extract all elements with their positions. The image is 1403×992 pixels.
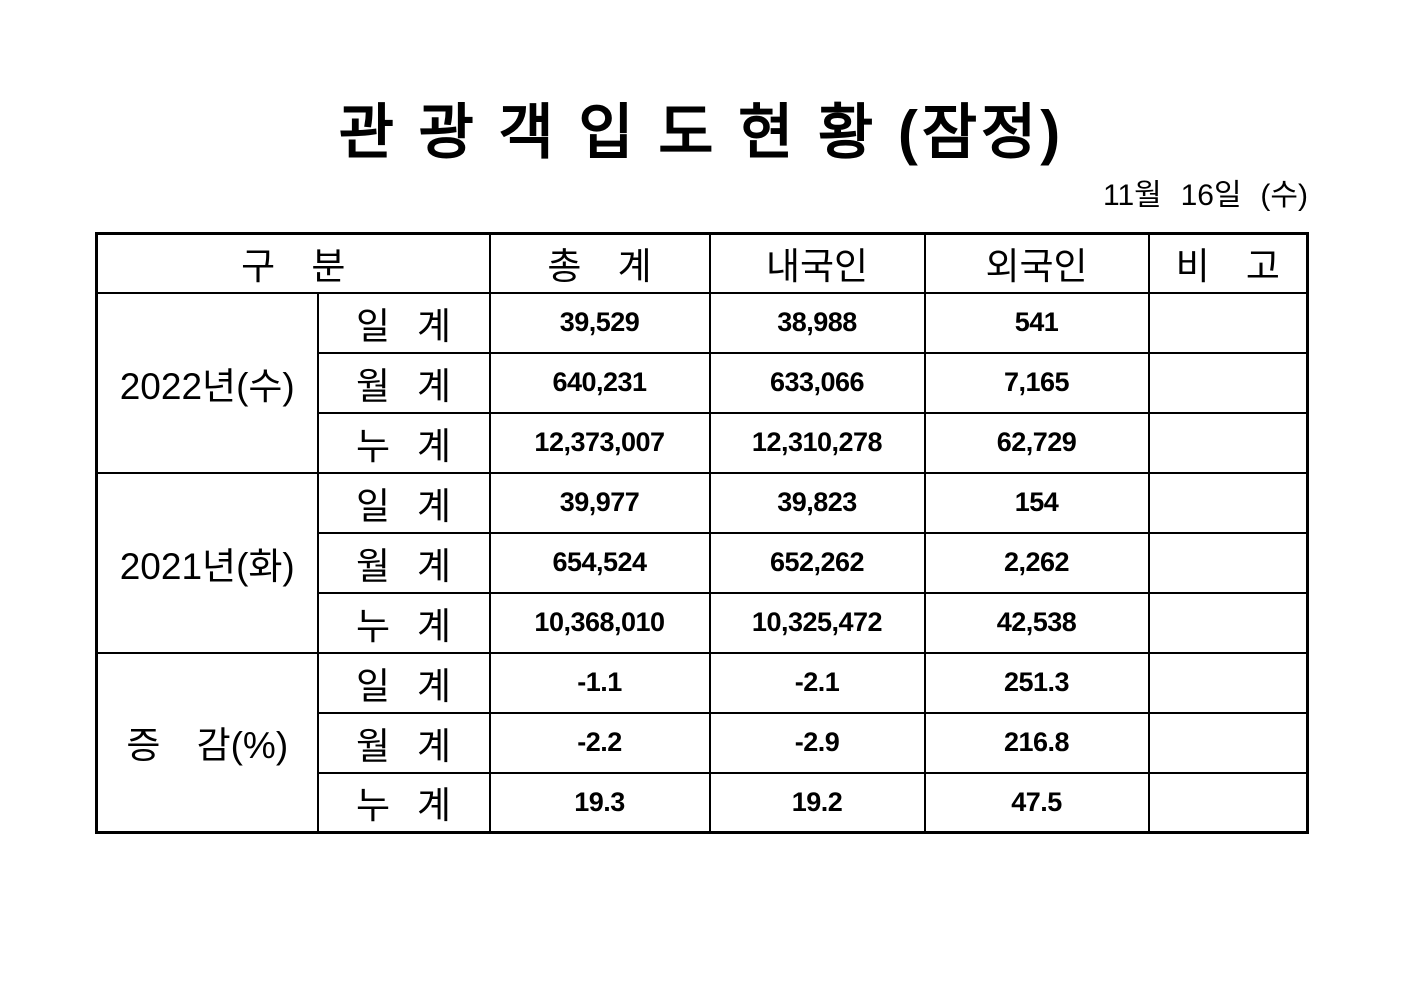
cell-note: [1147, 351, 1309, 414]
table-row: 월 계 640,231 633,066 7,165: [97, 351, 1309, 414]
cell-total: -1.1: [488, 651, 711, 714]
cell-foreign: 47.5: [923, 771, 1150, 834]
cell-foreign: 541: [923, 291, 1150, 354]
row-label-monthly: 월 계: [316, 711, 491, 774]
cell-note: [1147, 591, 1309, 654]
cell-foreign: 251.3: [923, 651, 1150, 714]
group-label-2022: 2022년(수): [95, 291, 319, 474]
row-label-daily: 일 계: [316, 291, 491, 354]
cell-foreign: 42,538: [923, 591, 1150, 654]
cell-foreign: 7,165: [923, 351, 1150, 414]
cell-foreign: 62,729: [923, 411, 1150, 474]
table-row: 누 계 12,373,007 12,310,278 62,729: [97, 411, 1309, 474]
group-label-2021: 2021년(화): [95, 471, 319, 654]
cell-total: -2.2: [488, 711, 711, 774]
row-label-cumulative: 누 계: [316, 771, 491, 834]
cell-total: 39,977: [488, 471, 711, 534]
cell-note: [1147, 471, 1309, 534]
col-header-foreign: 외국인: [923, 232, 1150, 294]
row-label-cumulative: 누 계: [316, 411, 491, 474]
cell-domestic: 652,262: [708, 531, 926, 594]
cell-note: [1147, 651, 1309, 714]
cell-foreign: 2,262: [923, 531, 1150, 594]
cell-domestic: 19.2: [708, 771, 926, 834]
cell-domestic: 39,823: [708, 471, 926, 534]
table-row: 2022년(수) 일 계 39,529 38,988 541: [95, 291, 1309, 474]
cell-note: [1147, 771, 1309, 834]
cell-note: [1147, 711, 1309, 774]
cell-note: [1147, 291, 1309, 354]
col-header-category: 구 분: [95, 232, 491, 294]
row-label-monthly: 월 계: [316, 351, 491, 414]
cell-total: 39,529: [488, 291, 711, 354]
cell-total: 19.3: [488, 771, 711, 834]
table-row: 월 계 654,524 652,262 2,262: [97, 531, 1309, 594]
row-label-daily: 일 계: [316, 651, 491, 714]
cell-foreign: 154: [923, 471, 1150, 534]
cell-domestic: 10,325,472: [708, 591, 926, 654]
row-label-cumulative: 누 계: [316, 591, 491, 654]
row-label-daily: 일 계: [316, 471, 491, 534]
cell-note: [1147, 531, 1309, 594]
table-row: 누 계 19.3 19.2 47.5: [97, 771, 1309, 834]
cell-domestic: -2.9: [708, 711, 926, 774]
cell-total: 12,373,007: [488, 411, 711, 474]
row-label-monthly: 월 계: [316, 531, 491, 594]
cell-total: 640,231: [488, 351, 711, 414]
cell-domestic: -2.1: [708, 651, 926, 714]
cell-foreign: 216.8: [923, 711, 1150, 774]
table-row: 누 계 10,368,010 10,325,472 42,538: [97, 591, 1309, 654]
cell-total: 654,524: [488, 531, 711, 594]
tourist-arrivals-table: 구 분 총 계 내국인 외국인 비 고 2022년(수) 일 계 39,529 …: [95, 232, 1309, 834]
cell-domestic: 633,066: [708, 351, 926, 414]
cell-domestic: 12,310,278: [708, 411, 926, 474]
cell-total: 10,368,010: [488, 591, 711, 654]
col-header-total: 총 계: [488, 232, 711, 294]
table-header-row: 구 분 총 계 내국인 외국인 비 고: [95, 232, 1309, 294]
cell-domestic: 38,988: [708, 291, 926, 354]
table-row: 2021년(화) 일 계 39,977 39,823 154: [95, 471, 1309, 654]
cell-note: [1147, 411, 1309, 474]
col-header-note: 비 고: [1147, 232, 1309, 294]
report-date: 11월 16일 (수): [1103, 179, 1308, 212]
group-label-change-pct: 증 감(%): [95, 651, 319, 834]
document-title: 관 광 객 입 도 현 황 (잠정): [338, 99, 1065, 166]
table-row: 증 감(%) 일 계 -1.1 -2.1 251.3: [95, 651, 1309, 834]
table-row: 월 계 -2.2 -2.9 216.8: [97, 711, 1309, 774]
col-header-domestic: 내국인: [708, 232, 926, 294]
